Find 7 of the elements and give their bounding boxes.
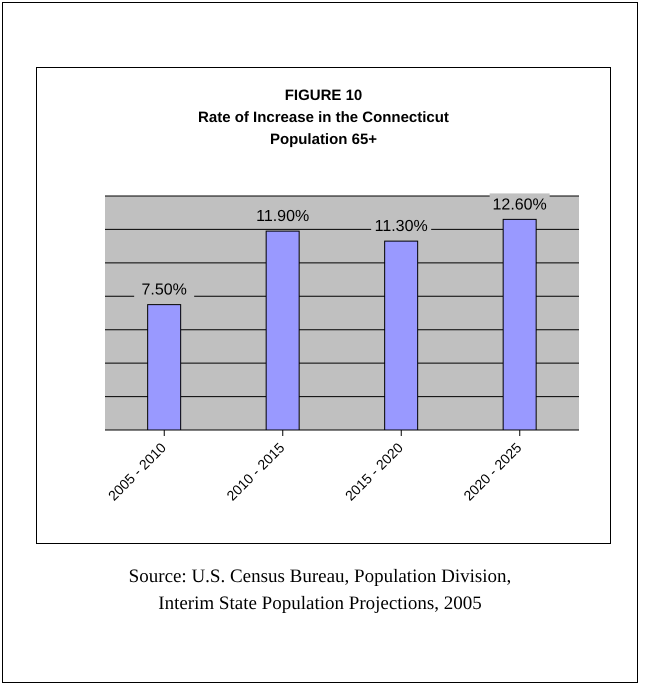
data-label: 12.60% (492, 196, 547, 214)
data-label: 11.90% (256, 208, 310, 226)
chart-subtitle: Rate of Increase in the Connecticut Population 65+ (197, 108, 450, 150)
source-note: Source: U.S. Census Bureau, Population Division, Interim State Population Projections, 2005 (128, 565, 512, 616)
chart-title: FIGURE 10 (284, 86, 364, 106)
data-label: 7.50% (141, 282, 187, 299)
data-label: 11.30% (374, 218, 428, 236)
